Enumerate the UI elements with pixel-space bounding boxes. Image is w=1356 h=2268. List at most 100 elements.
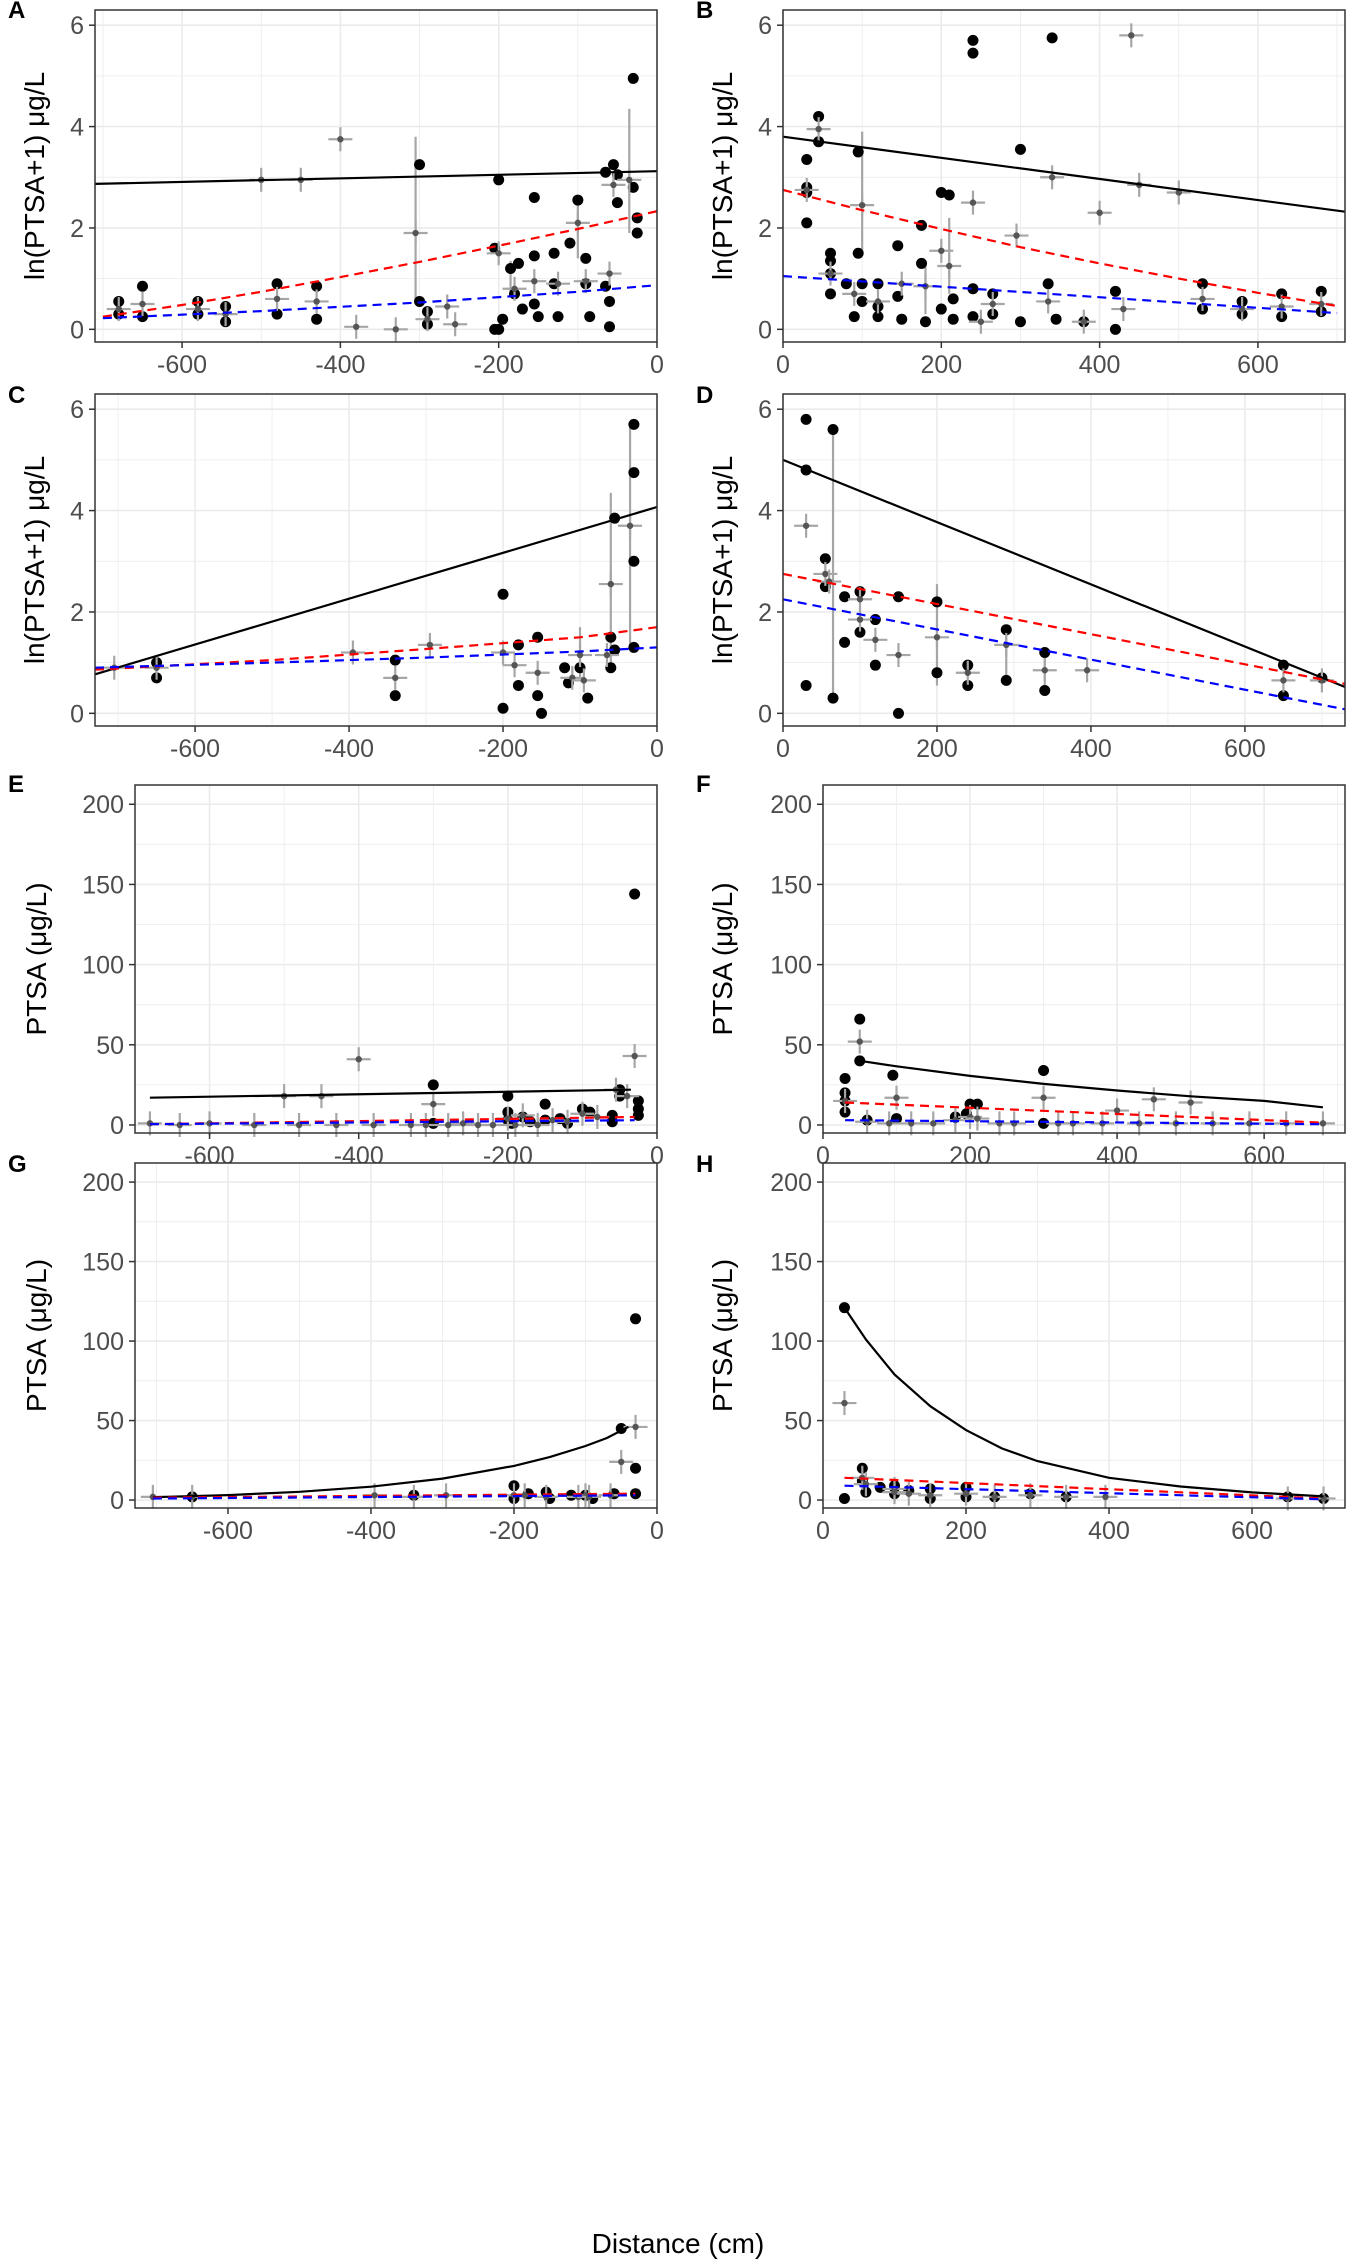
data-point: [389, 690, 401, 702]
data-point: [628, 467, 640, 479]
data-point: [1042, 278, 1054, 290]
fit-line-red: [782, 572, 1346, 685]
y-tick-label: 4: [758, 498, 772, 526]
fit-line-black: [782, 458, 1346, 689]
data-point: [516, 303, 528, 315]
data-point: [427, 1079, 439, 1091]
x-tick-label: 400: [1070, 735, 1112, 763]
y-tick-label: 0: [798, 1487, 812, 1515]
mean-marker: [1075, 658, 1100, 683]
data-point: [947, 313, 959, 325]
mean-marker: [510, 1103, 535, 1128]
panel-frame: [782, 9, 1346, 343]
fit-line-blue: [152, 1494, 636, 1500]
data-point: [630, 1313, 642, 1325]
x-tick-label: -200: [474, 351, 524, 379]
data-point: [609, 644, 621, 656]
mean-marker: [346, 1047, 371, 1072]
data-point: [1038, 1117, 1050, 1129]
y-tick-label: 150: [82, 1249, 124, 1277]
mean-marker: [344, 314, 369, 339]
data-point: [1109, 285, 1121, 297]
data-point: [493, 174, 505, 186]
y-tick-label: 0: [70, 316, 84, 344]
data-point: [607, 159, 619, 171]
x-tick-label: -400: [315, 351, 365, 379]
data-point: [800, 679, 812, 691]
data-point: [896, 313, 908, 325]
data-point: [801, 154, 813, 166]
x-tick-label: -600: [157, 351, 207, 379]
data-point: [572, 194, 584, 206]
y-tick-label: 50: [784, 1032, 812, 1060]
mean-marker: [594, 643, 619, 668]
data-point: [827, 423, 839, 435]
data-point: [559, 662, 571, 674]
mean-marker: [577, 1484, 602, 1509]
mean-marker: [1269, 294, 1294, 319]
fit-line-red: [782, 188, 1338, 308]
mean-marker: [383, 665, 408, 690]
plot-area: [823, 1163, 1345, 1508]
mean-marker: [570, 1101, 595, 1126]
y-tick-label: 50: [784, 1408, 812, 1436]
data-point: [582, 692, 594, 704]
mean-marker: [1087, 200, 1112, 225]
data-point: [892, 591, 904, 603]
mean-marker: [618, 513, 643, 538]
mean-marker: [918, 1483, 943, 1508]
fit-line-blue: [782, 275, 1338, 315]
data-point: [1109, 323, 1121, 335]
mean-marker: [882, 1480, 907, 1505]
mean-marker: [1119, 23, 1144, 48]
x-tick-label: 0: [650, 351, 664, 379]
data-point: [311, 280, 323, 292]
y-axis-label: ln(PTSA+1) μg/L: [19, 72, 50, 280]
mean-marker: [1071, 309, 1096, 334]
mean-marker: [896, 1481, 921, 1506]
data-point: [1000, 674, 1012, 686]
mean-marker: [1040, 165, 1065, 190]
mean-marker: [502, 653, 527, 678]
panel-label: B: [696, 0, 713, 24]
x-tick-label: 0: [816, 1517, 830, 1545]
mean-marker: [486, 241, 511, 266]
y-tick-label: 100: [82, 952, 124, 980]
data-point: [136, 280, 148, 292]
x-tick-label: 200: [920, 351, 962, 379]
fit-line-red: [844, 1476, 1324, 1500]
mean-marker: [622, 1044, 647, 1069]
data-point: [627, 72, 639, 84]
data-point: [962, 679, 974, 691]
panel-label: D: [696, 382, 713, 409]
mean-marker: [847, 587, 872, 612]
data-point: [892, 707, 904, 719]
data-point: [606, 1116, 618, 1128]
mean-marker: [806, 117, 831, 142]
fit-line-blue: [102, 284, 658, 320]
mean-marker: [525, 660, 550, 685]
data-point: [848, 311, 860, 323]
mean-marker: [877, 1111, 902, 1136]
mean-marker: [1018, 1483, 1043, 1508]
plot-area: [783, 394, 1345, 726]
data-point: [1014, 316, 1026, 328]
x-tick-label: -400: [324, 735, 374, 763]
mean-marker: [1111, 297, 1136, 322]
panel-d: 0 200 400 600 0 2 4 6 ln(PTSA+1) μg/L D: [696, 382, 1346, 763]
data-point: [1197, 278, 1209, 290]
data-point: [630, 1462, 642, 1474]
data-point: [548, 247, 560, 259]
mean-marker: [980, 291, 1005, 316]
data-point: [852, 146, 864, 158]
y-tick-label: 4: [70, 498, 84, 526]
data-point: [919, 316, 931, 328]
mean-marker: [417, 632, 442, 657]
data-point: [872, 311, 884, 323]
data-point: [628, 555, 640, 567]
data-point: [931, 667, 943, 679]
fit-line-blue: [844, 1484, 1324, 1501]
data-point: [629, 888, 641, 900]
data-point: [967, 34, 979, 46]
y-tick-label: 0: [110, 1112, 124, 1140]
